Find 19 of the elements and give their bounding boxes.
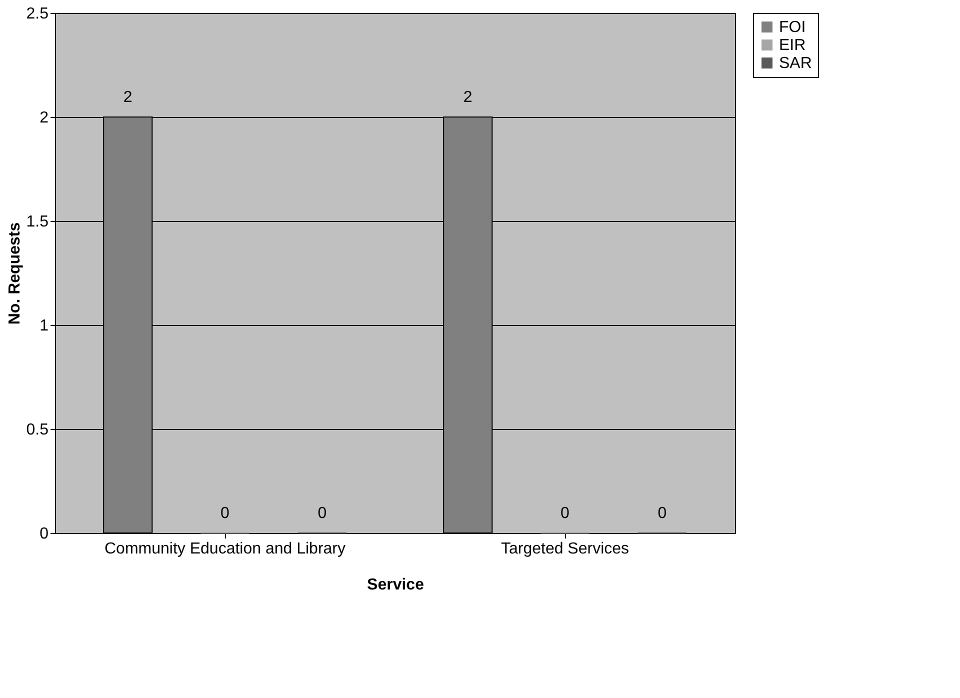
data-label: 0	[220, 505, 230, 522]
x-axis-title: Service	[367, 576, 424, 594]
data-label: 0	[658, 505, 667, 522]
legend-label: FOI	[779, 19, 806, 36]
y-tick-label: 1	[40, 318, 49, 334]
x-tick-label: Community Education and Library	[104, 540, 346, 558]
data-label: 0	[318, 505, 327, 522]
y-axis-title: No. Requests	[6, 222, 24, 325]
x-tick-label: Targeted Services	[500, 540, 630, 558]
data-label: 2	[463, 89, 472, 106]
y-tick-label: 0.5	[26, 422, 49, 438]
legend-label: SAR	[779, 55, 812, 72]
legend-label: EIR	[779, 37, 806, 54]
y-tick-label: 2	[40, 110, 49, 126]
y-tick-label: 2.5	[26, 6, 49, 22]
data-label: 0	[560, 505, 570, 522]
y-tick-label: 1.5	[26, 214, 49, 230]
data-label: 2	[123, 89, 132, 106]
y-tick-label: 0	[40, 526, 49, 542]
